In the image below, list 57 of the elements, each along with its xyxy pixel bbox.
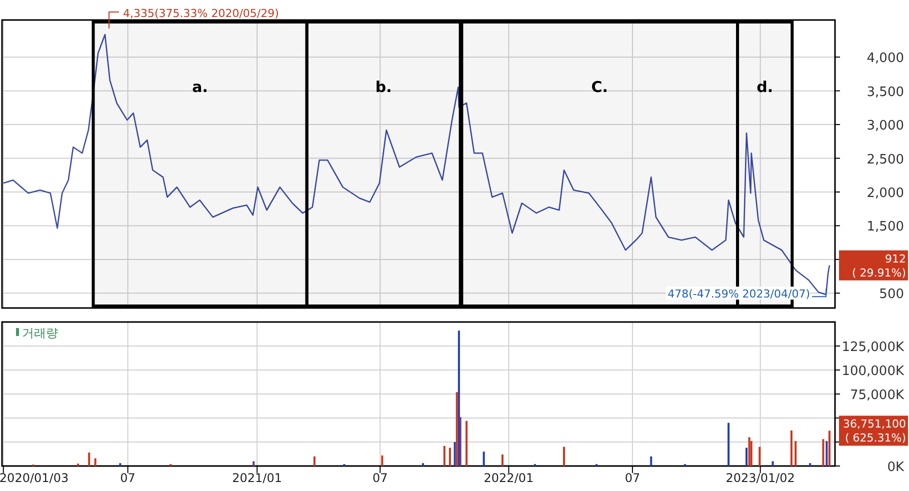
bar bbox=[313, 456, 316, 466]
bar bbox=[459, 417, 462, 466]
bar bbox=[454, 442, 456, 466]
y-tick-label: 2,000 bbox=[866, 186, 904, 201]
bar bbox=[563, 446, 566, 466]
bar bbox=[746, 448, 748, 466]
annotation: 36,751,100 ( 625.31%) bbox=[843, 418, 906, 445]
x-tick-label: 07 bbox=[120, 471, 136, 485]
bar bbox=[456, 392, 458, 466]
bar bbox=[381, 455, 384, 466]
bar bbox=[501, 454, 504, 466]
bar bbox=[650, 456, 652, 466]
band-label: a. bbox=[192, 78, 208, 96]
bar bbox=[119, 463, 122, 466]
bar bbox=[728, 422, 730, 466]
x-tick-label: 07 bbox=[624, 471, 640, 485]
bar bbox=[466, 420, 468, 466]
x-tick-label: 2021/01 bbox=[232, 471, 282, 485]
bar bbox=[772, 461, 774, 466]
y-tick-label: 125,000K bbox=[842, 340, 904, 355]
y-tick-label: 0K bbox=[887, 460, 904, 475]
bar bbox=[448, 448, 451, 466]
band-label: d. bbox=[756, 78, 774, 96]
bar bbox=[826, 441, 828, 466]
bar bbox=[790, 430, 792, 466]
bar bbox=[822, 439, 824, 466]
bar bbox=[482, 452, 485, 466]
bar bbox=[88, 452, 90, 466]
band-label: b. bbox=[375, 78, 392, 96]
bar bbox=[458, 330, 460, 466]
y-tick-label: 1,500 bbox=[866, 220, 904, 235]
y-tick-label: 100,000K bbox=[842, 364, 904, 379]
bar bbox=[443, 446, 446, 466]
y-tick-label: 2,500 bbox=[866, 152, 904, 168]
bar bbox=[94, 458, 96, 466]
bar bbox=[748, 437, 750, 466]
y-tick-label: 75,000K bbox=[850, 388, 904, 403]
annotation: 478(-47.59% 2023/04/07) bbox=[668, 288, 810, 301]
chart-title: 거래량 bbox=[22, 326, 58, 340]
x-tick-label: 07 bbox=[372, 471, 388, 485]
y-tick-label: 500 bbox=[879, 287, 904, 302]
x-tick-label: 2023/01/02 bbox=[726, 471, 795, 485]
bar bbox=[750, 441, 752, 466]
bar bbox=[809, 463, 812, 466]
bar bbox=[794, 441, 797, 466]
bar bbox=[758, 446, 761, 466]
bar bbox=[828, 430, 830, 466]
x-tick-label: 2022/01 bbox=[484, 471, 534, 485]
bar bbox=[422, 463, 424, 466]
x-tick-label: 2020/01/03 bbox=[0, 471, 69, 485]
y-tick-label: 4,000 bbox=[866, 51, 904, 66]
bar bbox=[252, 461, 255, 466]
y-tick-label: 3,500 bbox=[866, 84, 904, 100]
annotation: 4,335(375.33% 2020/05/29) bbox=[123, 7, 279, 20]
annotation: 912 ( 29.91%) bbox=[852, 252, 906, 280]
band-label: C. bbox=[591, 78, 608, 96]
y-tick-label: 3,000 bbox=[866, 118, 904, 134]
